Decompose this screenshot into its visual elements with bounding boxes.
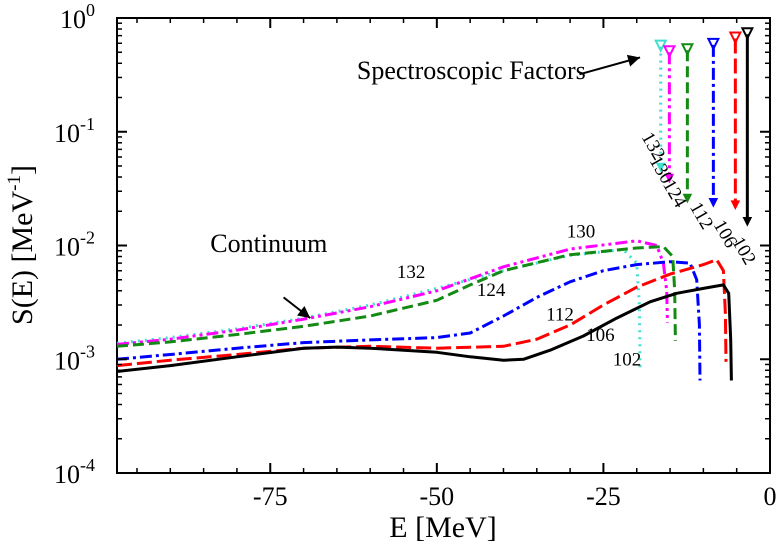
spec-marker-112 bbox=[706, 37, 720, 52]
annotation-arrowhead-1 bbox=[297, 305, 311, 319]
annotation-arrowhead-0 bbox=[626, 54, 641, 67]
spec-marker-102 bbox=[740, 27, 754, 41]
x-tick-label--50: -50 bbox=[420, 482, 455, 511]
y-tick-exp: -2 bbox=[80, 228, 95, 248]
y-tick-base: 10 bbox=[54, 460, 80, 489]
curve-112 bbox=[116, 260, 702, 381]
curve-102 bbox=[116, 283, 733, 381]
spec-arrowhead-112 bbox=[708, 198, 719, 208]
spec-arrowhead-132 bbox=[655, 162, 666, 173]
y-tick-base: 10 bbox=[60, 5, 86, 34]
curve-label-102: 102 bbox=[613, 350, 642, 371]
x-tick-label--75: -75 bbox=[253, 482, 288, 511]
curve-label-130: 130 bbox=[567, 221, 596, 242]
annotation-0: Spectroscopic Factors bbox=[357, 56, 586, 85]
plot-area bbox=[116, 17, 771, 474]
spec-marker-106 bbox=[728, 31, 742, 45]
curves-group bbox=[116, 239, 733, 381]
y-tick-exp: -1 bbox=[80, 114, 95, 134]
y-tick-exp: -3 bbox=[80, 341, 95, 361]
y-tick-exp: -4 bbox=[80, 455, 95, 475]
curve-label-124: 124 bbox=[477, 280, 506, 301]
spec-marker-130 bbox=[662, 45, 677, 59]
curve-label-106: 106 bbox=[586, 325, 615, 346]
spec-arrowhead-130 bbox=[664, 173, 675, 184]
spec-marker-124 bbox=[680, 43, 694, 57]
y-axis-title-base: S(E) [MeV bbox=[6, 191, 39, 325]
y-tick-base: 10 bbox=[54, 346, 80, 375]
y-tick-label-0: 100 bbox=[60, 0, 95, 34]
curve-label-132: 132 bbox=[397, 262, 426, 283]
x-tick-label--25: -25 bbox=[586, 482, 621, 511]
y-tick-label--1: 10-1 bbox=[54, 114, 95, 148]
axis-ticks bbox=[117, 17, 771, 474]
y-tick-label--4: 10-4 bbox=[54, 455, 95, 489]
x-tick-label-0: 0 bbox=[764, 482, 777, 511]
spec-arrowhead-106 bbox=[730, 200, 741, 210]
y-axis-title: S(E) [MeV-1] bbox=[4, 165, 39, 325]
y-tick-base: 10 bbox=[54, 233, 80, 262]
annotation-1: Continuum bbox=[210, 229, 327, 258]
y-tick-base: 10 bbox=[54, 119, 80, 148]
spectroscopic-arrows bbox=[654, 27, 754, 227]
y-axis-title-exp: -1 bbox=[4, 175, 25, 191]
x-axis-title: E [MeV] bbox=[389, 511, 496, 544]
y-tick-exp: 0 bbox=[86, 0, 95, 20]
y-tick-label--2: 10-2 bbox=[54, 228, 95, 262]
spec-arrowhead-124 bbox=[682, 193, 693, 204]
y-axis-title-close: ] bbox=[6, 165, 39, 175]
y-tick-label--3: 10-3 bbox=[54, 341, 95, 375]
curve-124 bbox=[116, 245, 677, 348]
spec-arrowhead-102 bbox=[742, 216, 753, 227]
curve-label-112: 112 bbox=[546, 304, 574, 325]
